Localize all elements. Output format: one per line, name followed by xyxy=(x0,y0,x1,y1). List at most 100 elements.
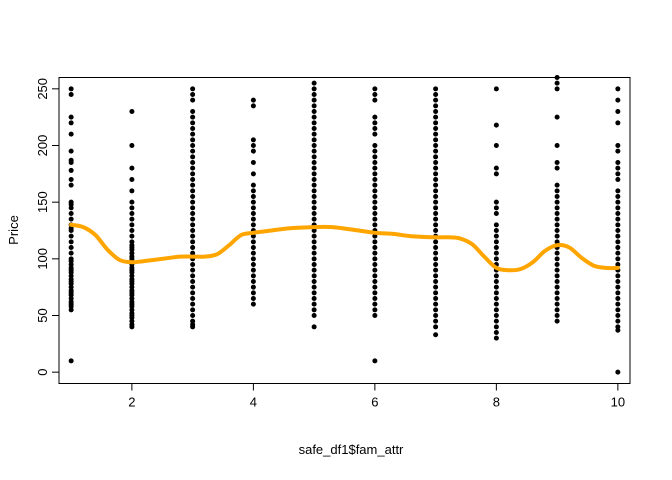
data-point xyxy=(494,205,499,210)
data-point xyxy=(615,273,620,278)
data-point xyxy=(190,137,195,142)
data-point xyxy=(494,211,499,216)
data-point xyxy=(433,115,438,120)
data-point xyxy=(372,132,377,137)
data-point xyxy=(69,92,74,97)
x-tick-label: 8 xyxy=(493,395,500,410)
data-point xyxy=(251,200,256,205)
data-point xyxy=(251,245,256,250)
data-point xyxy=(190,302,195,307)
data-point xyxy=(251,103,256,108)
data-point xyxy=(312,217,317,222)
data-point xyxy=(251,183,256,188)
data-point xyxy=(433,103,438,108)
data-point xyxy=(615,171,620,176)
data-point xyxy=(129,109,134,114)
data-point xyxy=(615,328,620,333)
data-point xyxy=(251,302,256,307)
data-point xyxy=(312,307,317,312)
data-point xyxy=(494,256,499,261)
data-point xyxy=(69,115,74,120)
data-point xyxy=(190,126,195,131)
data-point xyxy=(433,217,438,222)
data-point xyxy=(555,262,560,267)
data-point xyxy=(251,98,256,103)
data-point xyxy=(312,296,317,301)
data-point xyxy=(555,200,560,205)
data-point xyxy=(494,273,499,278)
data-point xyxy=(372,358,377,363)
data-point xyxy=(312,251,317,256)
y-tick-label: 250 xyxy=(35,78,50,100)
data-point xyxy=(312,239,317,244)
data-point xyxy=(555,188,560,193)
data-point xyxy=(615,86,620,91)
data-point xyxy=(615,211,620,216)
data-point xyxy=(190,279,195,284)
data-point xyxy=(129,143,134,148)
data-point xyxy=(494,290,499,295)
data-point xyxy=(312,183,317,188)
data-point xyxy=(555,115,560,120)
data-point xyxy=(615,279,620,284)
data-point xyxy=(69,120,74,125)
data-point xyxy=(494,324,499,329)
data-point xyxy=(372,92,377,97)
data-point xyxy=(433,245,438,250)
data-point xyxy=(312,92,317,97)
data-point xyxy=(555,160,560,165)
data-point xyxy=(433,302,438,307)
data-point xyxy=(494,123,499,128)
data-point xyxy=(372,177,377,182)
data-point xyxy=(494,239,499,244)
data-point xyxy=(190,324,195,329)
data-point xyxy=(312,149,317,154)
data-point xyxy=(433,313,438,318)
data-point xyxy=(129,217,134,222)
data-point xyxy=(615,143,620,148)
data-point xyxy=(372,171,377,176)
data-point xyxy=(372,313,377,318)
data-point xyxy=(372,296,377,301)
data-point xyxy=(312,177,317,182)
data-point xyxy=(372,183,377,188)
data-point xyxy=(372,279,377,284)
data-point xyxy=(615,98,620,103)
data-point xyxy=(433,279,438,284)
data-point xyxy=(251,205,256,210)
data-point xyxy=(433,137,438,142)
data-point xyxy=(372,251,377,256)
data-point xyxy=(69,245,74,250)
data-point xyxy=(615,222,620,227)
data-point xyxy=(372,126,377,131)
data-point xyxy=(190,200,195,205)
data-point xyxy=(372,290,377,295)
data-point xyxy=(372,154,377,159)
data-point xyxy=(615,177,620,182)
data-point xyxy=(615,285,620,290)
data-point xyxy=(372,273,377,278)
data-point xyxy=(615,290,620,295)
data-point xyxy=(433,205,438,210)
data-point xyxy=(190,245,195,250)
data-point xyxy=(433,307,438,312)
data-point xyxy=(312,160,317,165)
data-point xyxy=(129,188,134,193)
data-point xyxy=(494,251,499,256)
data-point xyxy=(615,149,620,154)
data-point xyxy=(129,166,134,171)
y-axis-title: Price xyxy=(6,215,21,245)
data-point xyxy=(615,194,620,199)
data-point xyxy=(433,86,438,91)
data-point xyxy=(372,205,377,210)
data-point xyxy=(69,358,74,363)
data-point xyxy=(190,205,195,210)
data-point xyxy=(312,98,317,103)
data-point xyxy=(190,228,195,233)
data-point xyxy=(372,262,377,267)
data-point xyxy=(494,245,499,250)
data-point xyxy=(494,336,499,341)
data-point xyxy=(433,92,438,97)
data-point xyxy=(312,126,317,131)
data-point xyxy=(372,149,377,154)
